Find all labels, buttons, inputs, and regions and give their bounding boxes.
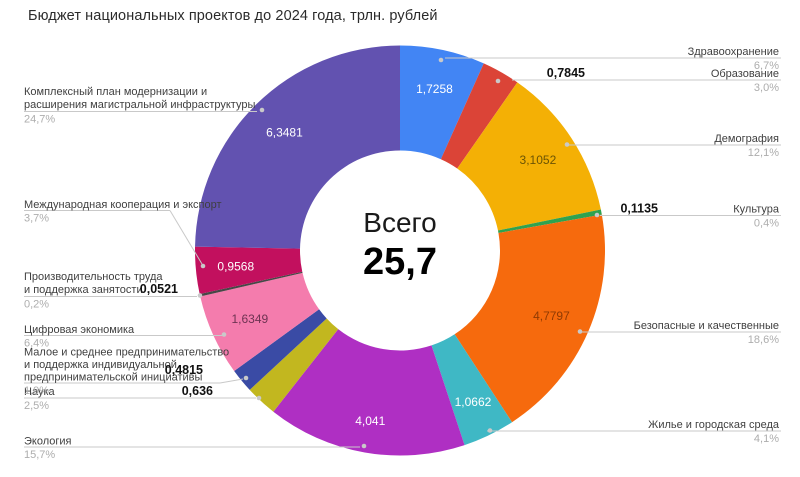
leader-dot-kult [594,212,600,218]
callout-value-obraz: 0,7845 [547,66,585,80]
slice-mezhdunar[interactable] [195,246,303,294]
chart-title: Бюджет национальных проектов до 2024 год… [28,8,438,24]
callout-label-maloe: Малое и среднее предпринимательство [24,347,229,359]
slice-ekologia[interactable] [273,329,465,456]
leader-dot-obraz [495,78,501,84]
callout-label-tsifra: Цифровая экономика [24,324,135,336]
callout-label-demo: Демография [714,133,779,145]
slice-kompleks[interactable] [195,45,400,249]
leader-dot-tsifra [221,332,227,337]
callout-percent-obraz: 3,0% [754,82,779,94]
callout-value-nauka: 0,636 [182,384,213,398]
leader-dot-nauka [256,395,262,401]
leader-dot-ekologia [361,443,367,449]
slice-value-kompleks: 6,3481 [266,126,303,140]
slice-value-zhilye: 1,0662 [455,395,492,409]
callout-percent-mezhdunar: 3,7% [24,213,49,225]
leader-connector-maloe [219,378,244,384]
slice-value-ekologia: 4,041 [355,414,385,428]
callout-label-zdrav: Здравоохранение [688,46,779,58]
leader-dot-kompleks [259,107,265,113]
callout-percent-maloe: 1,9% [24,385,49,397]
callout-percent-kult: 0,4% [754,218,779,230]
callout-percent-demo: 12,1% [748,147,779,159]
slice-nauka[interactable] [249,318,339,412]
callout-percent-nauka: 2,5% [24,400,49,412]
callout-value-proizv: 0,0521 [140,282,178,296]
callout-percent-zhilye: 4,1% [754,433,779,445]
slice-zhilye[interactable] [431,334,513,446]
callout-percent-kompleks: 24,7% [24,114,55,126]
slice-demo[interactable] [457,82,601,231]
callout-label-maloe: предпринимательской инициативы [24,372,203,384]
callout-value-kult: 0,1135 [620,202,658,216]
leader-dot-demo [564,142,570,147]
slice-bezop[interactable] [454,214,605,423]
leader-dot-bezop [577,329,583,334]
callout-label-kompleks: расширения магистральной инфраструктуры [24,99,255,111]
leader-dot-mezhdunar [200,263,206,269]
callout-label-kompleks: Комплексный план модернизации и [24,86,207,98]
leader-dot-maloe [243,375,249,381]
slice-value-demo: 3,1052 [520,153,557,167]
callout-label-maloe: и поддержка индивидуальной [24,359,177,371]
callout-percent-ekologia: 15,7% [24,449,55,461]
callout-label-mezhdunar: Международная кооперация и экспорт [24,199,222,211]
callout-percent-tsifra: 6,4% [24,338,49,350]
slice-value-zdrav: 1,7258 [416,82,453,96]
callout-label-zhilye: Жилье и городская среда [648,419,780,431]
callout-label-nauka: Наука [24,386,55,398]
slice-value-mezhdunar: 0,9568 [217,260,254,274]
center-total-label: Всего [363,207,436,238]
leader-dot-proizv [197,293,203,298]
callout-label-bezop: Безопасные и качественные [634,320,779,332]
slice-maloe[interactable] [234,309,327,390]
slice-kult[interactable] [497,209,602,233]
callout-label-kult: Культура [733,204,780,216]
slice-zdrav[interactable] [400,45,484,160]
slice-proizv[interactable] [199,271,303,297]
slice-tsifra[interactable] [200,272,320,371]
callout-label-proizv: Производительность труда [24,271,163,283]
slice-obraz[interactable] [440,63,518,169]
callout-percent-zdrav: 6,7% [754,60,779,72]
callout-label-proizv: и поддержка занятости [24,284,143,296]
leader-dot-zhilye [487,428,493,433]
center-total-value: 25,7 [363,241,437,283]
callout-percent-proizv: 0,2% [24,299,49,311]
slice-value-bezop: 4,7797 [533,309,570,323]
callout-value-maloe: 0,4815 [165,363,203,377]
callout-label-obraz: Образование [711,68,779,80]
leader-dot-zdrav [438,57,444,63]
leader-connector-mezhdunar [169,210,203,265]
callout-percent-bezop: 18,6% [748,334,779,346]
callout-label-ekologia: Экология [24,436,72,448]
slice-value-tsifra: 1,6349 [231,312,268,326]
